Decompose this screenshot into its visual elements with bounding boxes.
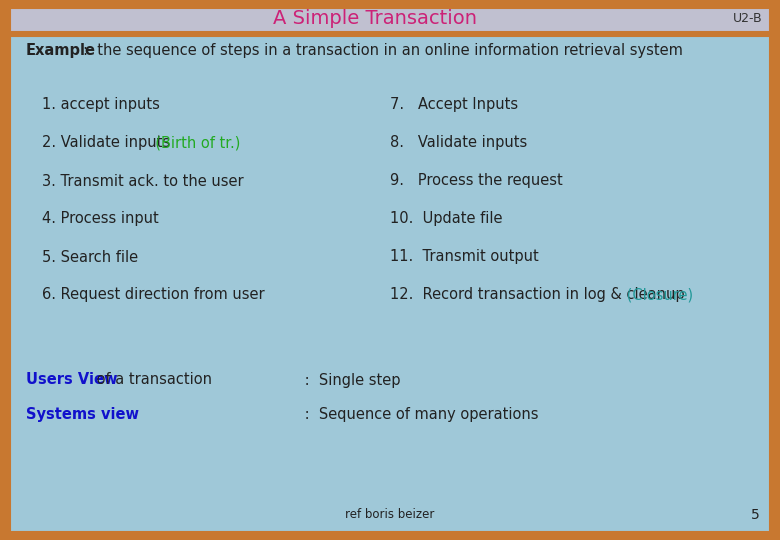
Text: 6. Request direction from user: 6. Request direction from user bbox=[42, 287, 264, 302]
Text: :  Sequence of many operations: : Sequence of many operations bbox=[300, 408, 538, 422]
Text: A Simple Transaction: A Simple Transaction bbox=[273, 10, 477, 29]
Text: 11.  Transmit output: 11. Transmit output bbox=[390, 249, 539, 265]
FancyBboxPatch shape bbox=[10, 36, 770, 532]
Text: 5: 5 bbox=[750, 508, 760, 522]
Text: 2. Validate inputs: 2. Validate inputs bbox=[42, 136, 170, 151]
Text: 1. accept inputs: 1. accept inputs bbox=[42, 98, 160, 112]
Text: 12.  Record transaction in log & cleanup: 12. Record transaction in log & cleanup bbox=[390, 287, 685, 302]
Text: 8.   Validate inputs: 8. Validate inputs bbox=[390, 136, 527, 151]
Text: 3. Transmit ack. to the user: 3. Transmit ack. to the user bbox=[42, 173, 243, 188]
Text: of a transaction: of a transaction bbox=[92, 373, 212, 388]
Text: Users View: Users View bbox=[26, 373, 118, 388]
Text: 9.   Process the request: 9. Process the request bbox=[390, 173, 562, 188]
FancyBboxPatch shape bbox=[10, 8, 770, 32]
FancyBboxPatch shape bbox=[10, 8, 770, 32]
Text: 4. Process input: 4. Process input bbox=[42, 212, 159, 226]
Text: ref boris beizer: ref boris beizer bbox=[346, 509, 434, 522]
Text: 5. Search file: 5. Search file bbox=[42, 249, 138, 265]
Text: Example: Example bbox=[26, 43, 96, 57]
Text: (Birth of tr.): (Birth of tr.) bbox=[147, 136, 241, 151]
Text: Systems view: Systems view bbox=[26, 408, 139, 422]
Text: :  Single step: : Single step bbox=[300, 373, 400, 388]
Text: U2-B: U2-B bbox=[732, 12, 762, 25]
Text: :  the sequence of steps in a transaction in an online information retrieval sys: : the sequence of steps in a transaction… bbox=[83, 43, 682, 57]
Text: 10.  Update file: 10. Update file bbox=[390, 212, 502, 226]
Text: 7.   Accept Inputs: 7. Accept Inputs bbox=[390, 98, 518, 112]
Text: (Closure): (Closure) bbox=[622, 287, 693, 302]
